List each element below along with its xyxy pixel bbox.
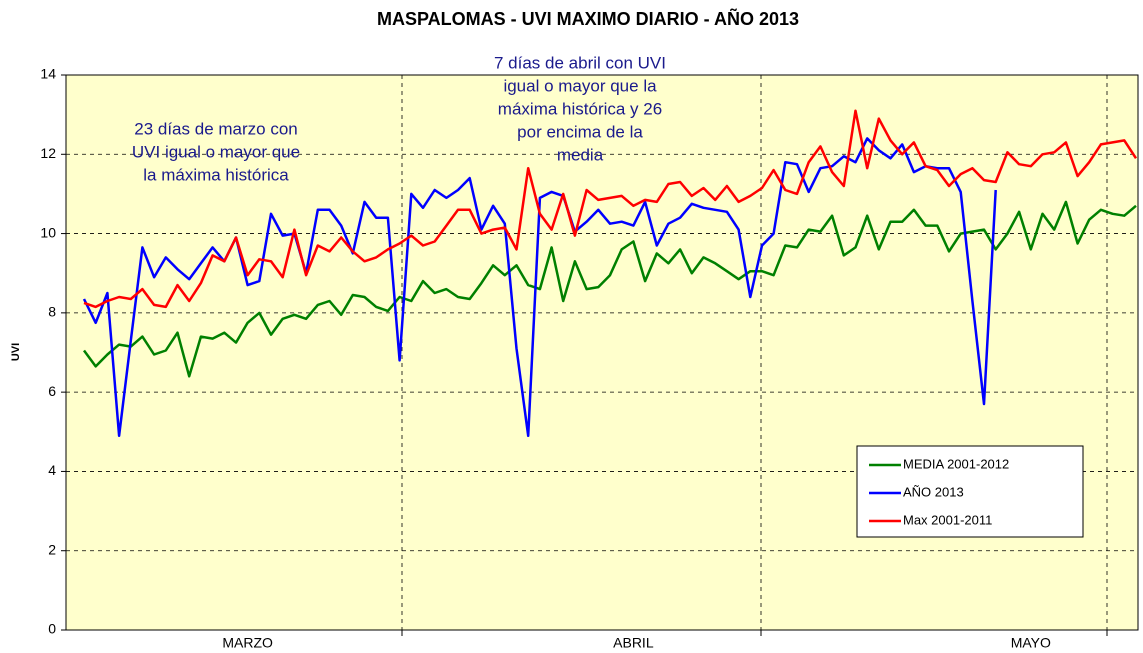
y-tick-label: 14 — [40, 66, 56, 82]
chart-title: MASPALOMAS - UVI MAXIMO DIARIO - AÑO 201… — [377, 8, 799, 29]
legend-label: MEDIA 2001-2012 — [903, 456, 1009, 471]
y-tick-label: 12 — [40, 145, 56, 161]
y-tick-label: 10 — [40, 224, 56, 240]
annotation: máxima histórica y 26 — [498, 99, 662, 118]
annotation: UVI igual o mayor que — [132, 142, 300, 161]
y-tick-label: 8 — [48, 304, 56, 320]
legend-label: Max 2001-2011 — [903, 512, 992, 527]
y-axis-label: UVI — [10, 343, 22, 361]
series-line — [82, 200, 1137, 378]
x-tick-label: ABRIL — [613, 635, 654, 651]
y-tick-label: 2 — [48, 541, 56, 557]
series-line — [83, 109, 1138, 309]
annotation: 23 días de marzo con — [134, 119, 297, 138]
y-tick-label: 4 — [48, 462, 56, 478]
annotation: por encima de la — [517, 122, 643, 141]
plot-frame — [65, 74, 1139, 631]
x-tick-label: MAYO — [1011, 635, 1051, 651]
x-tick-label: MARZO — [222, 635, 273, 651]
y-tick-label: 6 — [48, 383, 56, 399]
annotation: media — [557, 145, 604, 164]
legend-label: AÑO 2013 — [903, 484, 964, 499]
y-tick-label: 0 — [48, 621, 56, 637]
annotation: 7 días de abril con UVI — [494, 53, 666, 72]
annotation: la máxima histórica — [143, 165, 289, 184]
annotation: igual o mayor que la — [503, 76, 657, 95]
